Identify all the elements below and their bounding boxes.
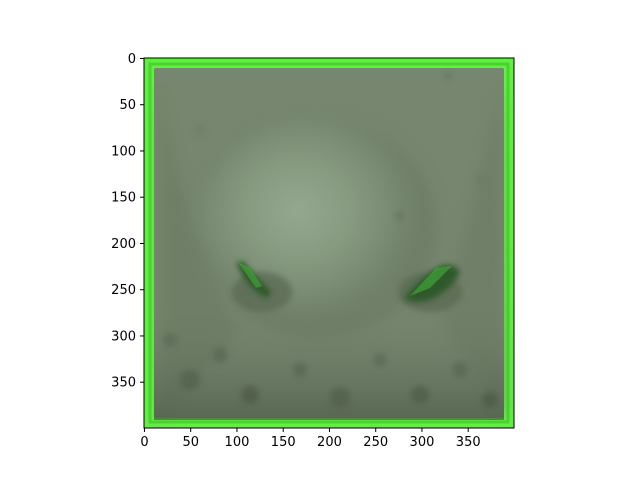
photo-image <box>144 58 514 428</box>
y-axis: 0 50 100 150 200 250 300 350 <box>111 52 144 391</box>
x-tick-label: 150 <box>271 435 296 450</box>
x-tick-label: 50 <box>182 435 199 450</box>
y-tick-label: 100 <box>111 144 136 159</box>
y-tick-label: 300 <box>111 329 136 344</box>
x-tick-label: 350 <box>456 435 481 450</box>
x-tick-label: 300 <box>410 435 435 450</box>
y-tick-label: 350 <box>111 376 136 391</box>
y-tick-label: 150 <box>111 191 136 206</box>
y-tick-label: 200 <box>111 237 136 252</box>
y-tick-label: 250 <box>111 283 136 298</box>
x-tick-label: 250 <box>363 435 388 450</box>
x-tick-label: 100 <box>225 435 250 450</box>
y-tick-label: 0 <box>128 52 136 67</box>
x-tick-label: 0 <box>140 435 148 450</box>
x-tick-label: 200 <box>317 435 342 450</box>
x-axis: 0 50 100 150 200 250 300 350 <box>140 428 481 450</box>
y-tick-label: 50 <box>119 98 136 113</box>
